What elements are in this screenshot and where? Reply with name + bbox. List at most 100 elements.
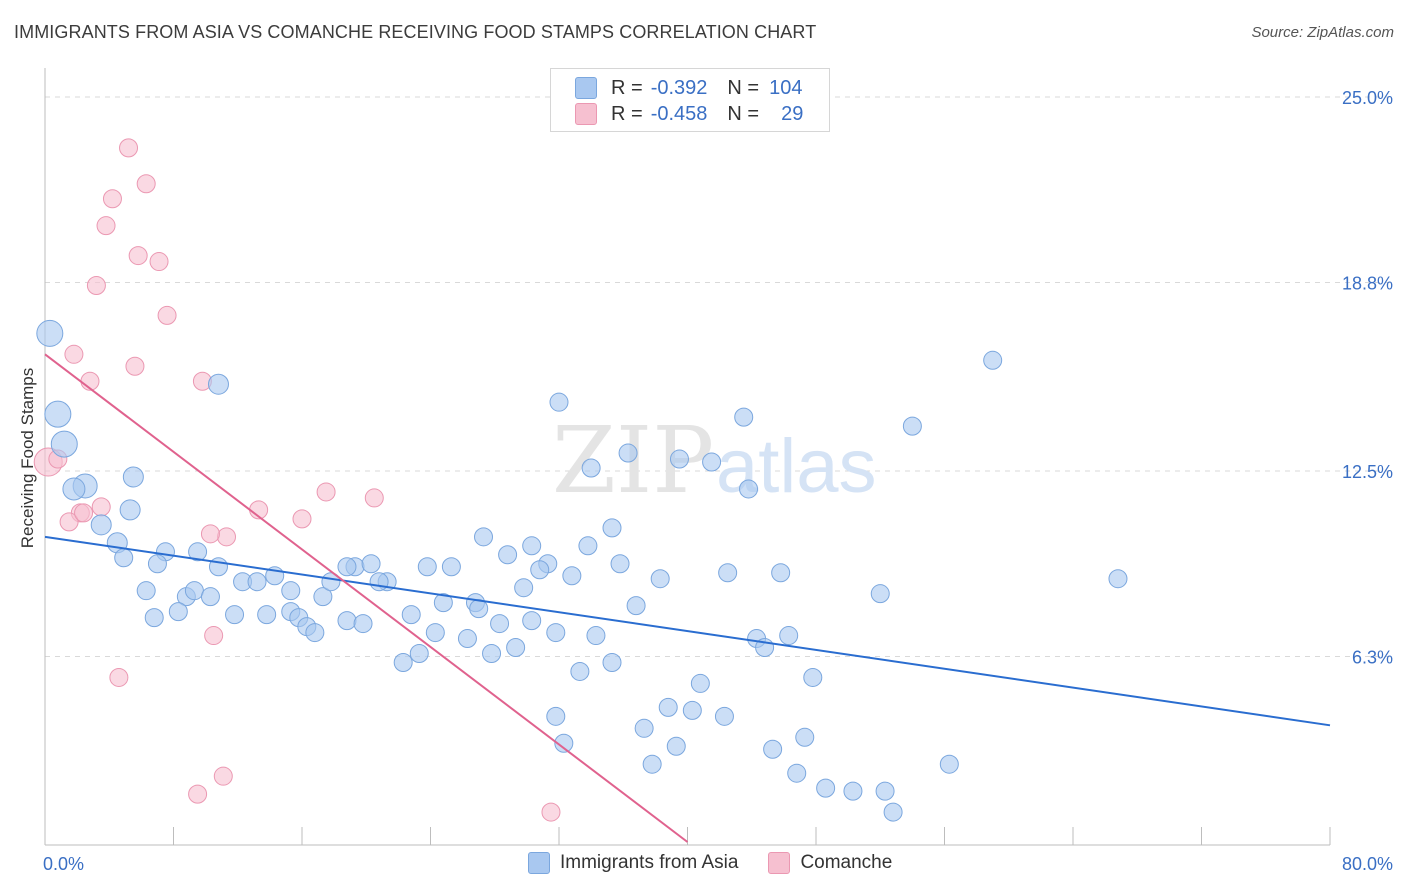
- x-tick-label-max: 80.0%: [1342, 854, 1393, 874]
- asia-point: [514, 578, 534, 598]
- asia-point: [875, 781, 895, 801]
- asia-point: [457, 629, 477, 649]
- asia-point: [144, 608, 164, 628]
- asia-point: [409, 644, 429, 664]
- asia-point: [119, 499, 141, 521]
- asia-point: [530, 560, 550, 580]
- asia-point: [361, 554, 381, 574]
- asia-point: [305, 623, 325, 643]
- asia-point: [490, 614, 510, 634]
- asia-point: [184, 581, 204, 601]
- x-tick-label-min: 0.0%: [43, 854, 84, 874]
- comanche-point: [119, 138, 139, 158]
- comanche-point: [136, 174, 156, 194]
- asia-point: [313, 587, 333, 607]
- comanche-point: [125, 356, 145, 376]
- asia-point: [168, 602, 188, 622]
- asia-point: [122, 466, 144, 488]
- comanche-point: [188, 784, 208, 804]
- asia-point: [642, 754, 662, 774]
- comanche-point: [96, 216, 116, 236]
- asia-point: [433, 593, 453, 613]
- legend-label-comanche: Comanche: [800, 852, 893, 873]
- legend-item-comanche: Comanche: [768, 852, 892, 874]
- chart-title: IMMIGRANTS FROM ASIA VS COMANCHE RECEIVI…: [14, 22, 817, 42]
- asia-point: [618, 443, 638, 463]
- asia-point: [816, 778, 836, 798]
- asia-point: [337, 611, 357, 631]
- asia-point: [586, 626, 606, 646]
- asia-point: [669, 449, 689, 469]
- watermark-atlas: atlas: [716, 424, 877, 509]
- r-label: R =: [611, 76, 643, 99]
- comanche-point: [292, 509, 312, 529]
- asia-point: [441, 557, 461, 577]
- asia-point: [62, 477, 86, 501]
- asia-point: [188, 542, 208, 562]
- asia-legend-swatch: [528, 852, 550, 874]
- comanche-point: [364, 488, 384, 508]
- asia-point: [578, 536, 598, 556]
- comanche-point: [213, 766, 233, 786]
- asia-point: [50, 430, 78, 458]
- comanche-point: [102, 189, 122, 209]
- asia-point: [714, 706, 734, 726]
- comanche-point: [74, 503, 94, 523]
- r-label: R =: [611, 102, 643, 125]
- asia-point: [136, 581, 156, 601]
- asia-point: [870, 584, 890, 604]
- asia-point: [1108, 569, 1128, 589]
- tick-labels: 6.3% 12.5% 18.8% 25.0% 0.0% 80.0%: [43, 88, 1393, 874]
- n-value: 104: [769, 76, 803, 99]
- comanche-point: [200, 524, 220, 544]
- asia-point: [939, 754, 959, 774]
- comanche-legend-swatch: [768, 852, 791, 874]
- n-label: N =: [727, 76, 760, 99]
- comanche-point: [217, 527, 237, 547]
- asia-point: [114, 548, 134, 568]
- asia-point: [90, 514, 112, 536]
- comanche-point: [86, 275, 106, 295]
- comanche-trend-line: [44, 353, 689, 843]
- stats-row-asia: R = -0.392 N = 104: [575, 75, 802, 101]
- asia-point: [44, 400, 72, 428]
- comanche-point: [204, 626, 224, 646]
- asia-point: [257, 605, 277, 625]
- asia-point: [581, 458, 601, 478]
- source-label: Source: ZipAtlas.com: [1251, 24, 1394, 41]
- asia-point: [763, 739, 783, 759]
- asia-point: [369, 572, 389, 592]
- y-tick-label: 6.3%: [1352, 648, 1393, 668]
- asia-point: [200, 587, 220, 607]
- asia-point: [787, 763, 807, 783]
- comanche-point: [149, 252, 169, 272]
- asia-point: [425, 623, 445, 643]
- r-value: -0.392: [650, 76, 708, 99]
- asia-point: [482, 644, 502, 664]
- asia-point: [549, 392, 569, 412]
- asia-point: [506, 638, 526, 658]
- comanche-point: [59, 512, 79, 532]
- asia-point: [546, 623, 566, 643]
- asia-point: [803, 667, 823, 687]
- asia-trend-line: [44, 535, 1331, 727]
- gridlines: [45, 96, 1395, 658]
- asia-point: [393, 652, 413, 672]
- asia-point: [498, 545, 518, 565]
- legend-label-asia: Immigrants from Asia: [560, 852, 739, 873]
- asia-point: [147, 554, 167, 574]
- asia-point: [734, 407, 754, 427]
- asia-point: [771, 563, 791, 583]
- asia-point: [983, 350, 1003, 370]
- asia-point: [554, 733, 574, 753]
- asia-point: [626, 596, 646, 616]
- y-tick-label: 18.8%: [1342, 274, 1393, 294]
- asia-swatch: [575, 77, 597, 99]
- y-tick-label: 25.0%: [1342, 88, 1393, 108]
- n-value: 29: [781, 102, 804, 125]
- asia-point: [690, 673, 710, 693]
- asia-point: [602, 652, 622, 672]
- comanche-point: [157, 305, 177, 325]
- asia-point: [843, 781, 863, 801]
